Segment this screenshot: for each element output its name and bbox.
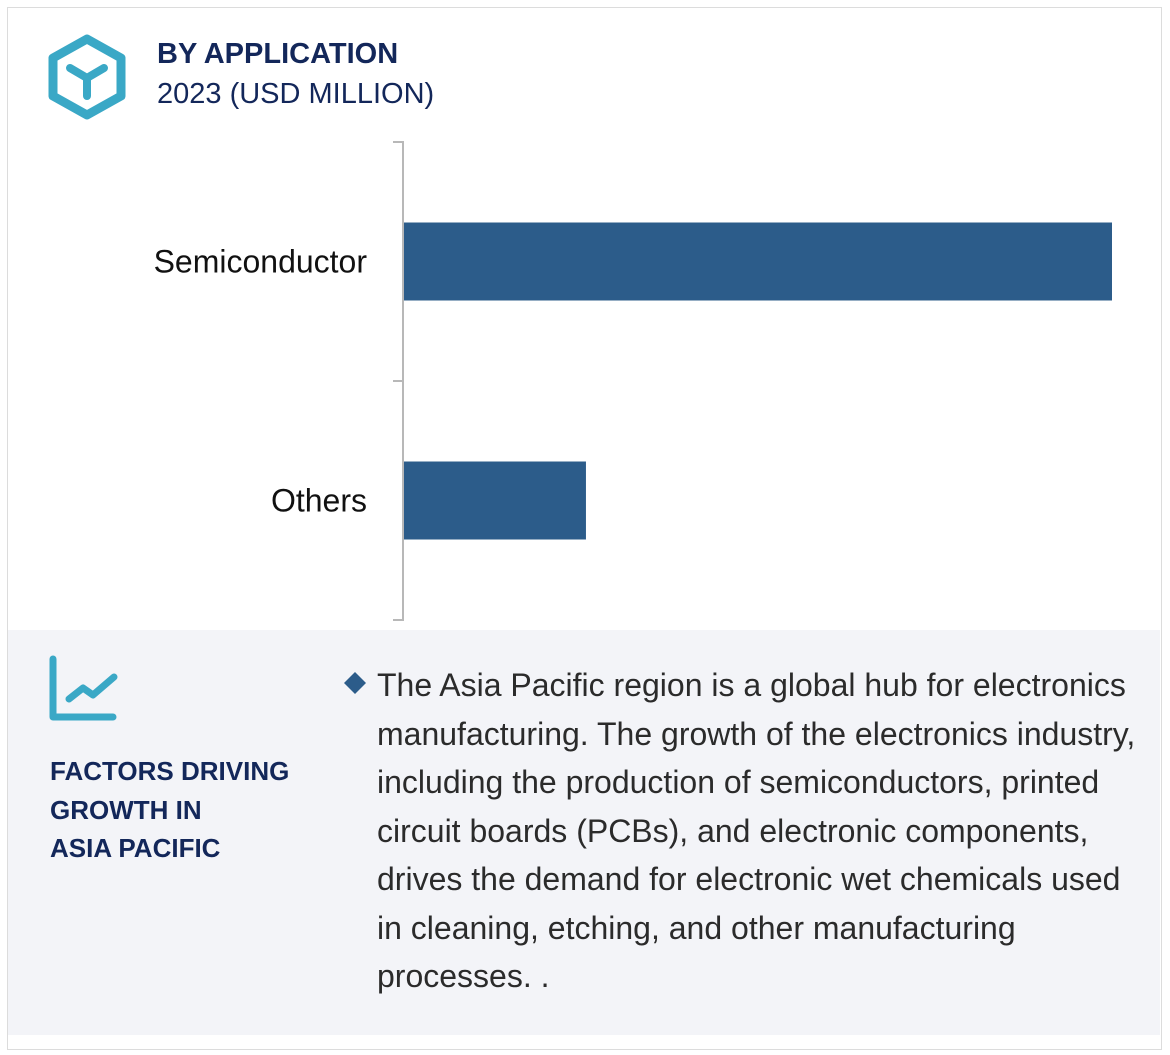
- hexagon-y-icon: [48, 34, 126, 120]
- line-chart-icon: [49, 655, 118, 721]
- bar-others: [404, 461, 586, 540]
- factors-heading: FACTORS DRIVING GROWTH IN ASIA PACIFIC: [50, 752, 320, 868]
- category-label: Others: [271, 483, 367, 519]
- chart-title: BY APPLICATION: [157, 38, 399, 70]
- diamond-icon: [344, 672, 366, 694]
- factors-panel: [8, 630, 1160, 1035]
- factors-heading-line: GROWTH IN: [50, 794, 202, 825]
- factors-heading-line: FACTORS DRIVING: [50, 756, 290, 786]
- factors-heading-line: ASIA PACIFIC: [50, 833, 221, 863]
- factors-description: The Asia Pacific region is a global hub …: [377, 667, 1136, 994]
- bar-semiconductor: [404, 222, 1112, 301]
- y-axis: [393, 141, 404, 621]
- chart-subtitle: 2023 (USD MILLION): [157, 78, 435, 110]
- category-label: Semiconductor: [154, 244, 368, 280]
- bar-chart: Semiconductor Others: [154, 141, 1112, 621]
- card-frame: [7, 7, 1162, 1050]
